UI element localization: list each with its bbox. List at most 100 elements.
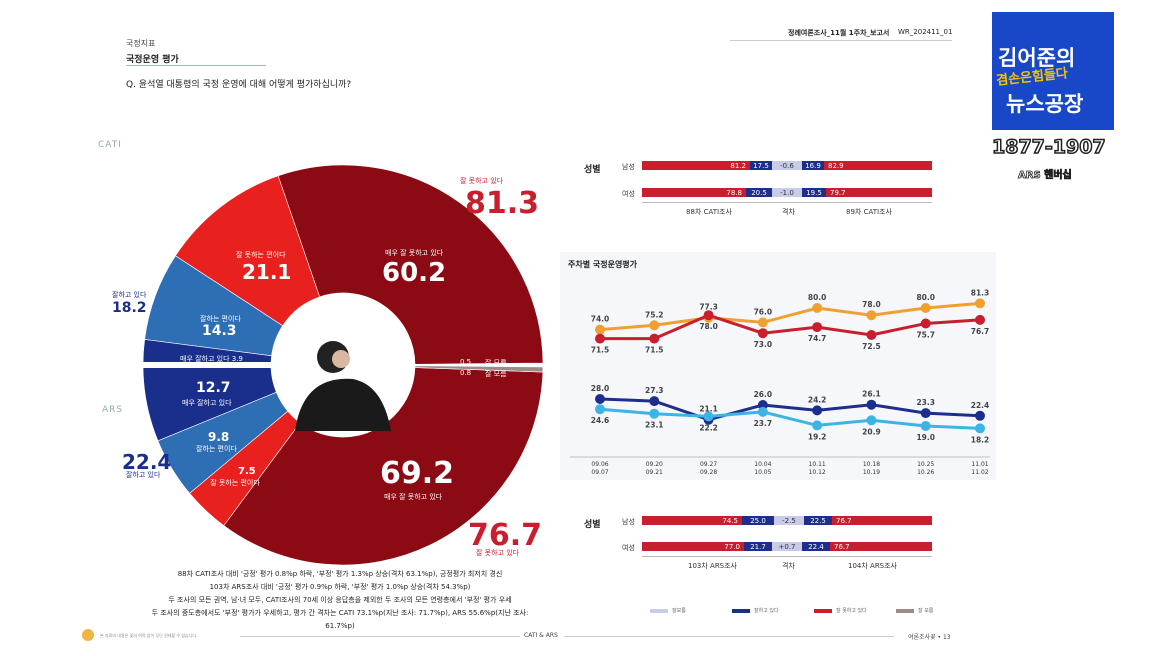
dk-ars-value: 0.8 xyxy=(460,369,472,377)
data-label: 75.2 xyxy=(645,310,664,319)
section-title: 국정운영 평가 xyxy=(126,55,179,65)
neg-total-ars-label: 잘 못하고 있다 xyxy=(476,549,520,557)
series-point xyxy=(812,303,823,313)
gender-top-axis-label: 격차 xyxy=(782,208,795,216)
report-page: 국정지표 국정운영 평가 Q. 윤석열 대통령의 국정 운영에 대해 어떻게 평… xyxy=(60,10,996,650)
data-label: 76.0 xyxy=(754,307,773,316)
data-label: 78.0 xyxy=(862,300,881,309)
cati-label: CATI xyxy=(98,140,122,150)
dk-label-ars: 잘 모름 xyxy=(485,370,507,378)
donut-slice xyxy=(277,164,544,365)
tick-label: 10.12 xyxy=(809,469,826,476)
bar-seg: -1.0 xyxy=(772,188,802,197)
footer-center: CATI & ARS xyxy=(524,632,558,639)
series-point xyxy=(920,421,931,431)
gender-bottom-title: 성별 xyxy=(584,520,601,530)
very-bad-ars-value: 69.2 xyxy=(380,456,455,491)
legend-label: 잘 모름 xyxy=(918,608,934,614)
series-point xyxy=(975,423,985,434)
tick-label: 10.04 xyxy=(754,461,771,468)
series-point xyxy=(975,314,985,325)
good-ars-label: 잘하는 편이다 xyxy=(196,445,237,453)
data-label: 71.5 xyxy=(591,346,610,355)
bad-cati-label: 잘 못하는 편이다 xyxy=(236,251,286,259)
line-chart-title: 주차별 국정운영평가 xyxy=(568,260,638,269)
series-point xyxy=(595,404,605,415)
data-label: 28.0 xyxy=(591,384,610,393)
neg-total-cati-value: 81.3 xyxy=(465,186,540,221)
bad-ars-label: 잘 못하는 편이다 xyxy=(210,479,260,487)
dk-label-cati: 잘 모름 xyxy=(485,359,507,367)
very-bad-ars-label: 매우 잘 못하고 있다 xyxy=(384,493,443,501)
footer-rule-left xyxy=(240,636,520,637)
tick-label: 09.28 xyxy=(700,469,717,476)
series-point xyxy=(757,406,768,417)
series-point xyxy=(595,333,605,344)
gender-bottom-axis xyxy=(642,556,932,557)
bottom-legend: 잘모름 잘하고 있다 잘 못하고 있다 잘 모름 xyxy=(646,607,986,617)
data-label: 26.1 xyxy=(862,390,881,399)
data-label: 81.3 xyxy=(971,288,990,297)
data-label: 20.9 xyxy=(862,427,881,436)
good-cati-value: 14.3 xyxy=(202,323,237,339)
note-line: 두 조사의 중도층에서도 '부정' 평가가 우세하고, 평가 간 격차는 CAT… xyxy=(151,609,529,630)
series-point xyxy=(757,328,768,339)
bar-seg: 22.5 xyxy=(804,516,832,525)
tick-label: 10.25 xyxy=(917,461,934,468)
data-label: 24.6 xyxy=(591,416,610,425)
gender-bottom-row-label: 남성 xyxy=(622,518,635,526)
data-label: 19.2 xyxy=(808,432,827,441)
series-point xyxy=(975,410,985,421)
series-point xyxy=(649,320,660,331)
bar-seg: 21.7 xyxy=(744,542,772,551)
title-underline xyxy=(126,65,266,66)
donut-slice xyxy=(414,365,544,373)
bar-seg: 77.0 xyxy=(642,542,744,551)
tick-label: 09.06 xyxy=(591,461,608,468)
gender-top-axis xyxy=(642,202,932,203)
series-point xyxy=(812,420,823,431)
series-line xyxy=(599,407,981,430)
tick-label: 10.11 xyxy=(809,461,826,468)
series-point xyxy=(866,310,877,321)
gender-bottom-row-label: 여성 xyxy=(622,544,635,552)
data-label: 72.5 xyxy=(862,342,881,351)
series-point xyxy=(866,330,877,340)
gender-top-bar-male: 81.2 17.5 -0.6 16.9 82.9 xyxy=(642,161,932,170)
series-point xyxy=(649,333,660,344)
tick-label: 09.20 xyxy=(646,461,663,468)
good-ars-value: 9.8 xyxy=(208,430,230,444)
data-label: 76.7 xyxy=(971,327,990,336)
series-point xyxy=(920,303,931,313)
bar-seg: 79.7 xyxy=(826,188,932,197)
bar-seg: 16.9 xyxy=(802,161,824,170)
very-good-ars-value: 12.7 xyxy=(196,380,231,396)
gender-bottom-bar-female: 77.0 21.7 +0.7 22.4 76.7 xyxy=(642,542,932,551)
data-label: 18.2 xyxy=(971,435,990,444)
bad-cati-value: 21.1 xyxy=(242,260,292,284)
pos-total-ars-label: 잘하고 있다 xyxy=(126,471,161,479)
bar-seg: -2.5 xyxy=(774,516,804,525)
line-chart-panel xyxy=(560,252,996,480)
series-point xyxy=(649,396,660,407)
pos-total-cati-label: 잘하고 있다 xyxy=(112,291,147,299)
bar-seg: 20.5 xyxy=(746,188,772,197)
pos-total-cati-value: 18.2 xyxy=(112,300,147,316)
logo-sub: ARS 핸버십 xyxy=(1018,170,1073,182)
logo-line3: 뉴스공장 xyxy=(1006,92,1084,116)
data-label: 74.0 xyxy=(591,315,610,324)
neg-total-ars-value: 76.7 xyxy=(468,518,543,553)
legend-label: 잘모름 xyxy=(672,608,686,614)
data-label: 24.2 xyxy=(808,395,827,404)
note-line: 88차 CATI조사 대비 '긍정' 평가 0.8%p 하락, '부정' 평가 … xyxy=(177,570,503,578)
donut-slice xyxy=(175,175,321,327)
bar-seg: 17.5 xyxy=(750,161,772,170)
news-factory-logo: 김어준의 겸손은힘들다 뉴스공장 xyxy=(992,12,1114,130)
portrait-face xyxy=(332,350,350,368)
data-label: 77.3 xyxy=(699,303,718,312)
data-label: 75.7 xyxy=(916,330,935,339)
bar-seg: 74.5 xyxy=(642,516,742,525)
series-point xyxy=(975,298,985,309)
note-line: 103차 ARS조사 대비 '긍정' 평가 0.9%p 하락, '부정' 평가 … xyxy=(209,583,471,591)
very-bad-cati-label: 매우 잘 못하고 있다 xyxy=(385,249,444,257)
